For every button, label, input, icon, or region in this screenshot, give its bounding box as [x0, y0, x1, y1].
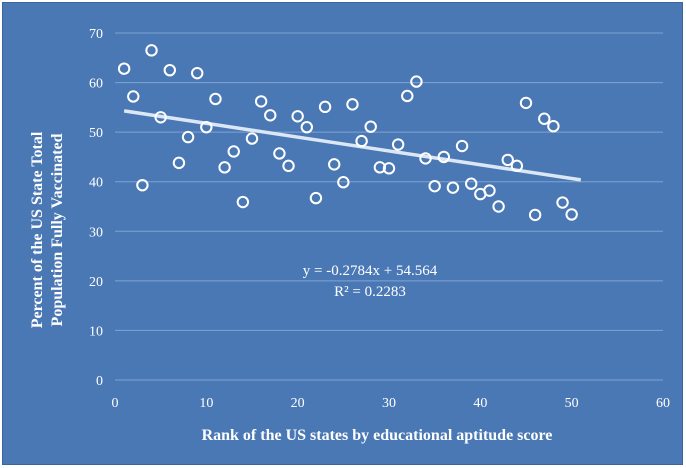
data-point-27	[355, 134, 368, 148]
x-tick-label-60: 60	[656, 396, 670, 411]
data-point-42	[492, 200, 505, 213]
data-points	[117, 44, 578, 222]
data-point-50	[565, 208, 578, 221]
trendline	[123, 109, 582, 182]
data-point-10	[200, 120, 213, 134]
x-tick-label-50: 50	[565, 396, 579, 411]
y-tick-label-50: 50	[89, 126, 103, 141]
data-point-47	[538, 112, 551, 125]
y-axis-title-line-1: Percent of the US State Total	[29, 131, 46, 328]
y-tick-label-70: 70	[89, 27, 103, 42]
data-point-21	[300, 120, 313, 134]
data-point-18	[273, 147, 286, 160]
data-point-8	[181, 130, 195, 144]
x-tick-label-30: 30	[382, 396, 396, 411]
data-point-46	[528, 208, 542, 222]
data-point-5	[154, 111, 167, 124]
data-point-7	[172, 156, 186, 170]
data-point-13	[227, 145, 240, 158]
data-point-33	[410, 75, 423, 88]
tick-labels: 0 10 20 30 40 50 60 70 0 10 20 30 40 50 60	[89, 27, 670, 411]
data-point-38	[455, 139, 469, 153]
x-tick-label-0: 0	[112, 396, 119, 411]
data-point-12	[218, 161, 231, 174]
data-point-29	[373, 161, 387, 174]
data-point-15	[245, 132, 259, 145]
data-point-35	[428, 179, 441, 193]
trendline-equation: y = -0.2784x + 54.564	[303, 263, 438, 279]
y-tick-label-60: 60	[89, 77, 103, 92]
r-squared-label: R² = 0.2283	[334, 284, 406, 300]
data-point-28	[364, 120, 377, 133]
data-point-26	[346, 98, 359, 111]
x-tick-label-20: 20	[291, 396, 305, 411]
data-point-20	[291, 110, 304, 123]
data-point-3	[136, 178, 149, 192]
data-point-11	[209, 92, 222, 106]
data-point-41	[483, 184, 496, 197]
y-tick-label-0: 0	[96, 374, 103, 389]
x-tick-label-40: 40	[473, 396, 487, 411]
data-point-22	[309, 191, 323, 205]
data-point-32	[401, 89, 414, 103]
gridlines	[115, 32, 663, 381]
y-tick-label-40: 40	[89, 176, 103, 191]
data-point-48	[547, 119, 560, 133]
data-point-44	[510, 159, 524, 173]
data-point-4	[145, 44, 158, 57]
data-point-34	[419, 152, 432, 165]
trendline-layer	[123, 109, 582, 182]
data-point-37	[446, 181, 460, 194]
data-point-14	[236, 195, 250, 209]
x-axis-title: Rank of the US states by educational apt…	[202, 427, 553, 444]
data-point-30	[382, 162, 396, 175]
data-point-9	[191, 66, 204, 80]
data-point-6	[163, 63, 177, 77]
data-point-16	[254, 95, 268, 108]
data-point-39	[465, 177, 478, 190]
data-point-2	[127, 90, 140, 103]
data-point-23	[318, 100, 332, 114]
data-point-43	[501, 153, 514, 167]
data-point-19	[282, 159, 295, 173]
y-tick-label-30: 30	[89, 225, 103, 240]
data-point-36	[437, 150, 450, 164]
data-point-45	[519, 96, 533, 110]
data-point-24	[328, 158, 341, 171]
y-tick-label-10: 10	[89, 324, 103, 339]
data-point-17	[264, 109, 277, 122]
data-point-1	[117, 62, 131, 75]
data-point-49	[556, 196, 569, 209]
data-point-25	[337, 176, 350, 189]
data-point-31	[391, 138, 405, 151]
x-tick-label-10: 10	[199, 396, 213, 411]
y-axis-title-line-2: Population Fully Vaccinated	[49, 133, 66, 326]
y-tick-label-20: 20	[89, 275, 103, 290]
